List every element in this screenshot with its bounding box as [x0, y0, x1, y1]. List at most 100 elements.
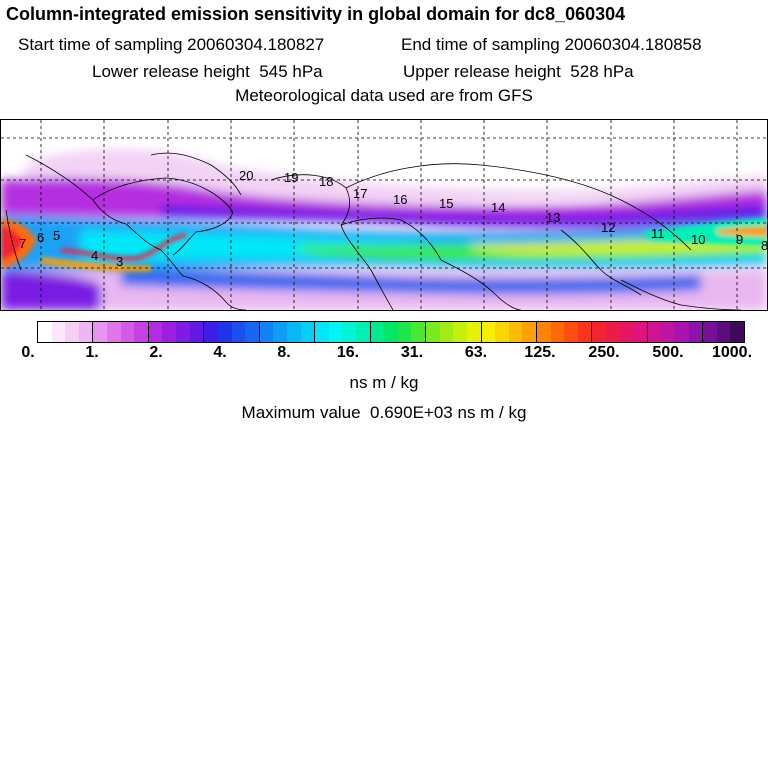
colorbar-swatch [592, 322, 606, 342]
colorbar-tick-label: 31. [400, 344, 424, 361]
trajectory-day-label: 10 [691, 232, 705, 247]
graticule [1, 120, 767, 310]
start-time-value: 20060304.180827 [187, 35, 325, 54]
colorbar-swatch [647, 322, 662, 342]
lower-release-caption: Lower release height [92, 62, 250, 81]
max-value-number: 0.690E+03 ns m / kg [370, 403, 527, 422]
colorbar-swatch [93, 322, 108, 342]
colorbar-tick-label: 500. [652, 344, 684, 361]
colorbar-swatch [38, 322, 52, 342]
trajectory-day-label: 19 [284, 170, 298, 185]
trajectory-day-label: 9 [736, 232, 743, 247]
colorbar-swatch [730, 322, 745, 342]
colorbar-swatch [259, 322, 274, 342]
maximum-value: Maximum value 0.690E+03 ns m / kg [0, 403, 768, 423]
upper-release-value: 528 hPa [570, 62, 634, 81]
colorbar-swatch [605, 322, 620, 342]
colorbar-swatch [439, 322, 454, 342]
colorbar-swatch [564, 322, 578, 342]
colorbar-swatch [245, 322, 260, 342]
trajectory-day-label: 20 [239, 168, 253, 183]
trajectory-day-label: 13 [546, 210, 560, 225]
trajectory-day-label: 6 [37, 230, 44, 245]
colorbar-tick-label: 250. [588, 344, 620, 361]
end-time-label: End time of sampling 20060304.180858 [401, 35, 702, 55]
trajectory-day-label: 8 [761, 238, 767, 253]
colorbar-swatch [426, 322, 440, 342]
lower-release-value: 545 hPa [259, 62, 323, 81]
colorbar-tick-label: 63. [464, 344, 488, 361]
colorbar-swatch [120, 322, 135, 342]
colorbar-swatch [189, 322, 205, 342]
trajectory-day-label: 16 [393, 192, 407, 207]
colorbar-swatch [577, 322, 593, 342]
trajectory-day-label: 7 [19, 236, 26, 251]
colorbar-tick-label: 1. [85, 344, 99, 361]
colorbar-tick-label: 1000. [711, 344, 753, 361]
trajectory-day-label: 18 [319, 174, 333, 189]
colorbar-swatch [328, 322, 343, 342]
colorbar-tick-label: 0. [21, 344, 35, 361]
colorbar-swatch [370, 322, 385, 342]
trajectory-day-label: 11 [651, 226, 665, 241]
colorbar-tick-label: 4. [213, 344, 227, 361]
colorbar-swatch [536, 322, 551, 342]
emission-sensitivity-map: 20 19 18 17 16 15 14 13 12 11 10 9 8 765 4 3 [0, 119, 768, 311]
colorbar-swatch [273, 322, 287, 342]
colorbar-swatch [148, 322, 163, 342]
colorbar-tick-label: 16. [336, 344, 360, 361]
colorbar [37, 321, 745, 343]
trajectory-day-label: 4 [91, 248, 98, 263]
end-time-value: 20060304.180858 [564, 35, 702, 54]
colorbar-swatch [356, 322, 371, 342]
trajectory-day-label: 3 [116, 254, 123, 269]
colorbar-swatch [411, 322, 427, 342]
colorbar-swatch [286, 322, 301, 342]
colorbar-swatch [522, 322, 537, 342]
colorbar-swatch [453, 322, 467, 342]
max-value-caption: Maximum value [241, 403, 361, 422]
start-time-caption: Start time of sampling [18, 35, 183, 54]
colorbar-swatch [397, 322, 412, 342]
colorbar-swatch [688, 322, 704, 342]
colorbar-swatch [633, 322, 648, 342]
map-canvas: 20 19 18 17 16 15 14 13 12 11 10 9 8 765 4 3 [1, 120, 767, 310]
start-time-label: Start time of sampling 20060304.180827 [18, 35, 324, 55]
colorbar-swatch [217, 322, 232, 342]
colorbar-swatch [619, 322, 634, 342]
colorbar-swatch [162, 322, 177, 342]
colorbar-swatch [204, 322, 218, 342]
colorbar-swatch [495, 322, 509, 342]
upper-release-height: Upper release height 528 hPa [403, 62, 634, 82]
colorbar-swatch [231, 322, 246, 342]
colorbar-swatch [661, 322, 676, 342]
colorbar-swatch [342, 322, 357, 342]
colorbar-swatch [51, 322, 66, 342]
colorbar-swatch [466, 322, 482, 342]
trajectory-day-label: 5 [53, 228, 60, 243]
sensitivity-field [1, 149, 767, 310]
colorbar-tick-label: 125. [524, 344, 556, 361]
colorbar-swatch [384, 322, 398, 342]
trajectory-day-label: 17 [353, 186, 367, 201]
plot-title: Column-integrated emission sensitivity i… [6, 4, 626, 24]
end-time-caption: End time of sampling [401, 35, 560, 54]
colorbar-swatch [675, 322, 689, 342]
trajectory-day-label: 14 [491, 200, 505, 215]
coastlines [5, 152, 742, 310]
colorbar-swatch [107, 322, 121, 342]
colorbar-swatch [176, 322, 190, 342]
colorbar-units: ns m / kg [349, 373, 419, 392]
lower-release-height: Lower release height 545 hPa [92, 62, 323, 82]
colorbar-tick-label: 2. [149, 344, 163, 361]
colorbar-swatch [315, 322, 329, 342]
colorbar-swatch [550, 322, 565, 342]
colorbar-swatch [481, 322, 496, 342]
colorbar-swatch [65, 322, 79, 342]
trajectory-day-label: 12 [601, 220, 615, 235]
trajectory-day-label: 15 [439, 196, 453, 211]
colorbar-tick-label: 8. [277, 344, 291, 361]
colorbar-swatch [703, 322, 717, 342]
colorbar-swatch [300, 322, 316, 342]
colorbar-swatch [508, 322, 523, 342]
